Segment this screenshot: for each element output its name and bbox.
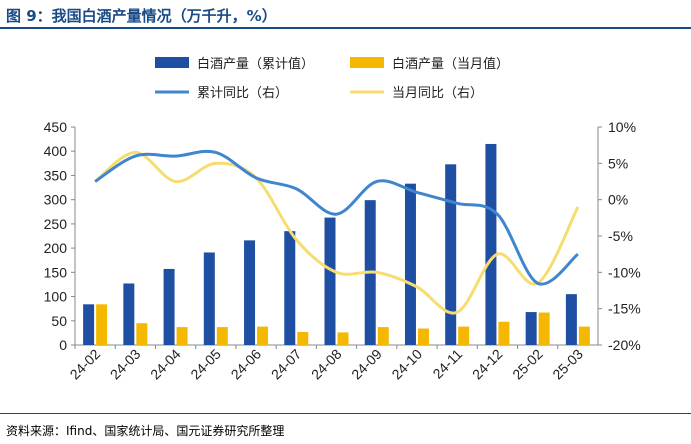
bar-cumulative: [83, 304, 95, 345]
bar-monthly: [458, 326, 470, 345]
legend-swatch: [350, 57, 384, 68]
bar-monthly: [257, 326, 269, 345]
title-divider: [0, 27, 691, 29]
right-tick-label: -5%: [608, 228, 633, 244]
bar-cumulative: [244, 240, 256, 345]
legend: 白酒产量（累计值） 白酒产量（当月值） 累计同比（右） 当月同比（右）: [155, 56, 509, 101]
x-tick-label: 25-03: [549, 346, 586, 383]
bar-monthly: [498, 321, 510, 345]
bars: [83, 143, 590, 345]
x-tick-label: 24-05: [187, 346, 224, 383]
bar-cumulative: [123, 283, 135, 345]
bar-monthly: [136, 323, 148, 345]
x-tick-label: 25-02: [509, 346, 546, 383]
bar-cumulative: [565, 294, 577, 345]
bar-cumulative: [284, 231, 296, 345]
bar-cumulative: [485, 143, 497, 345]
x-tick-label: 24-08: [308, 346, 345, 383]
bar-monthly: [297, 331, 309, 345]
bar-monthly: [176, 327, 188, 345]
bar-monthly: [377, 327, 389, 345]
chart-title: 图 9：我国白酒产量情况（万千升，%）: [6, 7, 277, 25]
x-tick-label: 24-10: [388, 346, 425, 383]
bar-cumulative: [525, 312, 537, 345]
bar-cumulative: [203, 252, 215, 345]
left-tick-label: 400: [44, 143, 68, 159]
bar-monthly: [578, 326, 590, 345]
right-tick-label: 5%: [608, 155, 628, 171]
right-tick-label: -10%: [608, 264, 641, 280]
x-tick-label: 24-04: [147, 346, 184, 383]
right-tick-label: 10%: [608, 119, 636, 135]
left-tick-label: 250: [44, 216, 68, 232]
left-tick-label: 100: [44, 289, 68, 305]
x-tick-label: 24-11: [429, 346, 465, 382]
x-tick-label: 24-03: [107, 346, 144, 383]
x-tick-label: 24-02: [67, 346, 104, 383]
bar-cumulative: [404, 183, 416, 345]
legend-label: 累计同比（右）: [197, 86, 288, 101]
left-tick-label: 0: [59, 337, 67, 353]
left-tick-label: 450: [44, 119, 68, 135]
bar-cumulative: [445, 164, 457, 345]
left-tick-label: 300: [44, 192, 68, 208]
left-tick-label: 50: [51, 313, 67, 329]
lines: [94, 149, 580, 315]
legend-label: 白酒产量（当月值）: [392, 56, 509, 72]
x-tick-label: 24-09: [348, 346, 385, 383]
legend-label: 当月同比（右）: [392, 86, 483, 101]
legend-label: 白酒产量（累计值）: [197, 56, 314, 72]
source-note: 资料来源：Ifind、国家统计局、国元证券研究所整理: [6, 424, 285, 438]
footer-divider: [0, 413, 691, 414]
right-tick-label: 0%: [608, 192, 628, 208]
bar-monthly: [417, 328, 429, 345]
left-tick-label: 150: [44, 264, 68, 280]
right-tick-label: -20%: [608, 337, 641, 353]
bar-monthly: [96, 304, 108, 345]
x-tick-label: 24-07: [268, 346, 305, 383]
bar-cumulative: [324, 217, 336, 345]
bar-cumulative: [163, 268, 175, 345]
line-cumulative-yoy: [94, 149, 579, 286]
legend-swatch: [155, 57, 189, 68]
bar-monthly: [538, 312, 550, 345]
bar-monthly: [337, 332, 349, 345]
bar-monthly: [216, 327, 228, 345]
x-tick-label: 24-06: [228, 346, 265, 383]
line-monthly-yoy: [94, 150, 580, 315]
x-tick-label: 24-12: [469, 346, 506, 383]
left-tick-label: 200: [44, 240, 68, 256]
right-tick-label: -15%: [608, 301, 641, 317]
left-tick-label: 350: [44, 167, 68, 183]
